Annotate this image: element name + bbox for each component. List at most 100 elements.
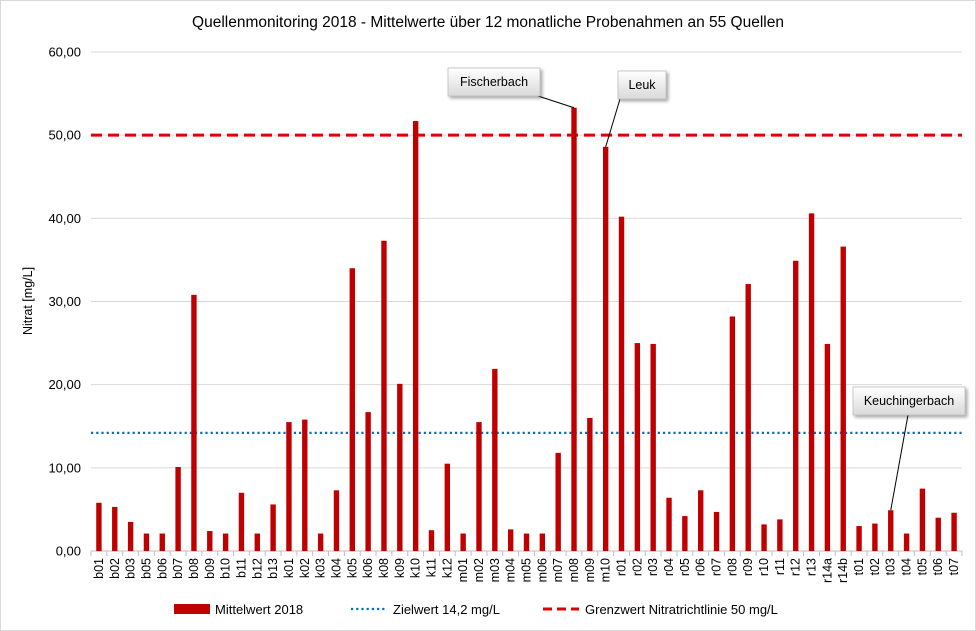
x-tick-label: r06: [694, 558, 708, 576]
x-tick-label: b01: [92, 558, 106, 579]
bar-k04: [333, 490, 340, 551]
bar-b05: [143, 533, 150, 551]
legend: Mittelwert 2018 Zielwert 14,2 mg/L Grenzwe…: [174, 602, 778, 617]
bar-t07: [951, 512, 957, 551]
callout-label: Fischerbach: [460, 75, 528, 89]
x-tick-label: m06: [535, 558, 549, 582]
x-tick-label: k09: [393, 558, 407, 578]
legend-label-limit: Grenzwert Nitratrichtlinie 50 mg/L: [585, 602, 778, 617]
bar-k09: [397, 383, 403, 551]
bar-k01: [286, 422, 292, 551]
x-tick-label: k01: [282, 558, 296, 578]
x-tick-label: t02: [868, 558, 882, 575]
x-tick-label: r07: [710, 558, 724, 576]
x-tick-label: b09: [203, 558, 217, 579]
x-tick-label: b13: [266, 558, 280, 579]
bar-b08: [191, 294, 197, 551]
x-tick-label: r13: [805, 558, 819, 576]
bar-m04: [507, 529, 514, 551]
callout-label: Keuchingerbach: [864, 394, 954, 408]
bar-b02: [112, 506, 118, 551]
x-tick-label: r01: [615, 558, 629, 576]
bar-k03: [317, 533, 324, 551]
bar-k02: [302, 419, 308, 551]
x-tick-label: t07: [947, 558, 961, 575]
bar-m05: [523, 533, 530, 551]
x-tick-label: m02: [472, 558, 486, 582]
x-tick-label: m09: [583, 558, 597, 582]
chart-title: Quellenmonitoring 2018 - Mittelwerte übe…: [192, 14, 784, 31]
x-tick-label: k12: [440, 558, 454, 578]
callout-leader: [605, 98, 621, 147]
bar-r14a: [824, 343, 831, 551]
x-tick-label: b02: [108, 558, 122, 579]
y-axis-title: Nitrat [mg/L]: [21, 267, 35, 335]
bar-r12: [793, 260, 799, 551]
bar-b06: [159, 533, 165, 551]
bar-b10: [222, 533, 229, 551]
y-tick-label: 50,00: [48, 128, 81, 143]
bar-r02: [634, 343, 641, 551]
x-tick-label: k10: [409, 558, 423, 578]
bar-m01: [460, 533, 466, 551]
x-tick-labels: b01 b02 b03 b05 b06 b07 b08 b09 b10 b11 b12 b13 k01 k…: [92, 558, 961, 583]
bar-t03: [888, 510, 894, 551]
bar-b11: [238, 492, 245, 551]
x-tick-label: m04: [504, 558, 518, 582]
x-tick-label: b08: [187, 558, 201, 579]
x-tick-label: m08: [567, 558, 581, 582]
x-tick-label: b11: [234, 558, 248, 578]
x-tick-label: r08: [725, 558, 739, 576]
x-tick-label: b06: [155, 558, 169, 579]
bar-m09: [587, 417, 593, 551]
bar-r06: [698, 490, 704, 551]
callout-leader: [890, 414, 909, 511]
x-tick-label: r03: [646, 558, 660, 576]
bar-b13: [270, 504, 276, 551]
x-tick-label: b12: [250, 558, 264, 579]
x-tick-label: r04: [662, 558, 676, 576]
x-tick-label: t03: [884, 558, 898, 575]
x-tick-label: t04: [900, 558, 914, 575]
reference-lines: [91, 133, 962, 435]
y-tick-label: 60,00: [48, 45, 81, 60]
x-tick-label: b07: [171, 558, 185, 579]
bar-r11: [777, 519, 783, 551]
bar-r13: [808, 213, 815, 552]
y-tick-label: 40,00: [48, 211, 81, 226]
y-tick-label: 10,00: [48, 460, 81, 475]
bar-m07: [555, 452, 561, 551]
bar-t06: [935, 517, 941, 551]
y-tick-label: 20,00: [48, 377, 81, 392]
bar-m10: [602, 146, 609, 551]
bar-r14b: [840, 246, 846, 552]
bar-series: [96, 107, 957, 552]
y-tick-label: 0,00: [56, 544, 81, 559]
x-tick-label: b05: [139, 558, 153, 579]
bar-r05: [682, 516, 688, 551]
x-tick-label: m05: [520, 558, 534, 582]
callout-box: [447, 67, 541, 97]
bar-b12: [254, 533, 260, 551]
bar-r09: [745, 284, 751, 551]
bar-k05: [349, 268, 355, 551]
legend-label-bars: Mittelwert 2018: [215, 602, 303, 617]
x-tick-label: k08: [377, 558, 391, 578]
bar-r07: [713, 511, 720, 551]
callout-box: [617, 70, 667, 100]
x-tick-label: k05: [345, 558, 359, 578]
x-tick-label: m01: [456, 558, 470, 582]
bar-k08: [381, 240, 387, 551]
x-tick-label: k02: [298, 558, 312, 578]
x-tick-label: r14a: [820, 558, 834, 583]
x-tick-label: k03: [314, 558, 328, 578]
bar-t01: [856, 526, 862, 551]
bar-k06: [365, 412, 371, 551]
bar-m08: [571, 107, 577, 551]
x-tick-label: t01: [852, 558, 866, 575]
bar-m06: [539, 533, 546, 551]
x-tick-label: m10: [599, 558, 613, 582]
y-tick-labels: 0,00 10,00 20,00 30,00 40,00 50,00 60,00: [48, 45, 81, 559]
bar-b01: [96, 502, 102, 551]
